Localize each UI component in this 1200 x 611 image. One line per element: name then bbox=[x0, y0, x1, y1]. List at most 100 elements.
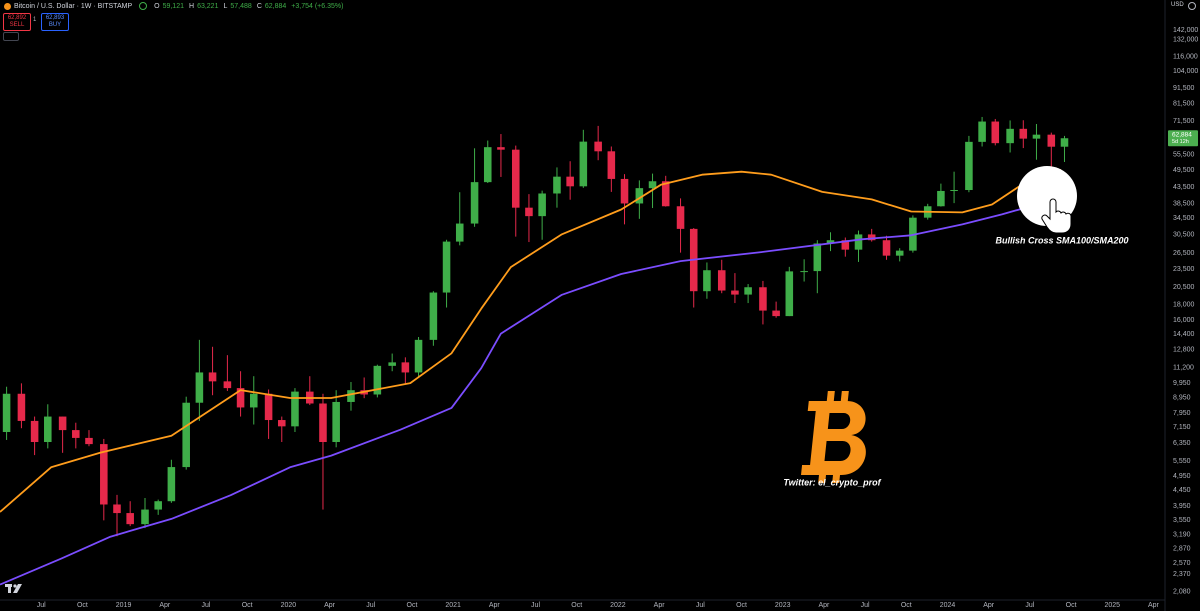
candle-body bbox=[538, 193, 546, 217]
candle-body bbox=[249, 393, 258, 408]
y-tick-label: 2,870 bbox=[1173, 545, 1191, 552]
candle-body bbox=[332, 401, 340, 443]
candle-body bbox=[553, 176, 561, 194]
collapse-button[interactable] bbox=[3, 32, 19, 41]
y-tick-label: 18,000 bbox=[1173, 301, 1195, 308]
candle-body bbox=[895, 250, 904, 256]
y-tick-label: 38,500 bbox=[1173, 200, 1195, 207]
candle-body bbox=[319, 403, 327, 443]
candle-body bbox=[44, 416, 52, 443]
candle-body bbox=[373, 365, 382, 395]
candle-body bbox=[126, 513, 134, 525]
ohlc-value: 63,221 bbox=[197, 2, 219, 10]
candle-body bbox=[483, 147, 492, 183]
buy-button[interactable]: 62,893 BUY bbox=[41, 13, 69, 31]
y-tick-label: 49,500 bbox=[1173, 167, 1195, 174]
candle-body bbox=[497, 147, 505, 150]
candle-body bbox=[455, 223, 464, 242]
cross-annotation: Bullish Cross SMA100/SMA200 bbox=[995, 235, 1128, 245]
ohlc-label: H bbox=[189, 2, 195, 10]
change-value: +3,754 (+6.35%) bbox=[291, 2, 344, 10]
y-tick-label: 116,000 bbox=[1173, 54, 1198, 61]
x-tick-label: Jul bbox=[1025, 602, 1034, 609]
last-price-box bbox=[1168, 130, 1198, 147]
candle-body bbox=[223, 381, 232, 389]
x-tick-label: Oct bbox=[77, 602, 88, 609]
y-tick-label: 3,950 bbox=[1173, 503, 1191, 510]
candle-body bbox=[937, 190, 945, 207]
candle-body bbox=[72, 430, 80, 438]
buy-price: 62,893 bbox=[45, 15, 65, 21]
candle-body bbox=[30, 420, 39, 443]
candle-body bbox=[991, 121, 1000, 144]
x-tick-label: Oct bbox=[407, 602, 418, 609]
candle-body bbox=[950, 190, 958, 192]
ohlc-value: 59,121 bbox=[162, 2, 184, 10]
candle-body bbox=[607, 151, 616, 179]
moving-average-line bbox=[0, 196, 1062, 586]
candle-body bbox=[429, 292, 438, 340]
candle-body bbox=[854, 234, 863, 250]
y-tick-label: 34,500 bbox=[1173, 215, 1195, 222]
bitcoin-logo bbox=[801, 391, 866, 483]
candle-body bbox=[566, 176, 574, 187]
candle-body bbox=[17, 393, 26, 421]
candle-body bbox=[648, 181, 657, 189]
visibility-icon[interactable] bbox=[139, 2, 148, 10]
y-tick-label: 91,500 bbox=[1173, 85, 1195, 92]
candle-body bbox=[635, 188, 644, 204]
y-tick-label: 9,950 bbox=[1173, 380, 1191, 387]
x-tick-label: 2024 bbox=[940, 602, 956, 609]
candle-body bbox=[470, 182, 479, 224]
candle-body bbox=[676, 206, 685, 229]
x-tick-label: Oct bbox=[901, 602, 912, 609]
candle-body bbox=[841, 240, 850, 250]
candle-body bbox=[388, 362, 396, 366]
spread: 1 bbox=[33, 17, 37, 23]
y-tick-label: 12,800 bbox=[1173, 347, 1195, 354]
tradingview-logo bbox=[5, 584, 22, 593]
x-tick-label: Oct bbox=[736, 602, 747, 609]
buy-label: BUY bbox=[48, 22, 62, 28]
credit-annotation: Twitter: el_crypto_prof bbox=[783, 477, 881, 487]
x-tick-label: 2022 bbox=[610, 602, 626, 609]
settings-button[interactable] bbox=[1188, 2, 1196, 10]
x-tick-label: Jul bbox=[696, 602, 705, 609]
sell-button[interactable]: 62,892 SELL bbox=[3, 13, 31, 31]
y-tick-label: 7,150 bbox=[1173, 424, 1191, 431]
ohlc-label: C bbox=[256, 2, 262, 10]
y-tick-label: 4,950 bbox=[1173, 473, 1191, 480]
candle-body bbox=[594, 141, 602, 152]
y-tick-label: 71,500 bbox=[1173, 118, 1195, 125]
x-tick-label: Apr bbox=[1148, 602, 1160, 609]
x-tick-label: Apr bbox=[324, 602, 336, 609]
candle-body bbox=[813, 243, 822, 272]
ohlc-label: O bbox=[154, 2, 160, 10]
pointer-icon bbox=[1041, 198, 1072, 234]
candle-body bbox=[978, 121, 986, 142]
x-tick-label: Apr bbox=[654, 602, 666, 609]
y-tick-label: 26,500 bbox=[1173, 250, 1195, 257]
y-tick-label: 7,950 bbox=[1173, 410, 1191, 417]
y-tick-label: 104,000 bbox=[1173, 68, 1198, 75]
y-tick-label: 11,200 bbox=[1173, 364, 1194, 371]
x-tick-label: Jul bbox=[531, 602, 540, 609]
candle-body bbox=[744, 287, 752, 295]
y-tick-label: 20,500 bbox=[1173, 284, 1195, 291]
currency-label[interactable]: USD bbox=[1171, 2, 1184, 8]
sell-label: SELL bbox=[9, 22, 25, 28]
x-tick-label: 2021 bbox=[445, 602, 461, 609]
y-tick-label: 2,370 bbox=[1173, 571, 1191, 578]
candle-body bbox=[525, 207, 533, 217]
candle-body bbox=[277, 420, 286, 427]
candle-body bbox=[414, 339, 423, 373]
y-tick-label: 6,350 bbox=[1173, 440, 1191, 447]
x-tick-label: 2019 bbox=[116, 602, 132, 609]
candle-body bbox=[579, 141, 588, 187]
x-tick-label: Oct bbox=[571, 602, 582, 609]
candle-body bbox=[113, 504, 121, 514]
y-tick-label: 3,190 bbox=[1173, 531, 1191, 538]
candle-body bbox=[882, 240, 891, 256]
